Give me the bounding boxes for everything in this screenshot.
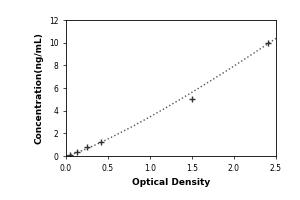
Y-axis label: Concentration(ng/mL): Concentration(ng/mL) xyxy=(34,32,43,144)
X-axis label: Optical Density: Optical Density xyxy=(132,178,210,187)
